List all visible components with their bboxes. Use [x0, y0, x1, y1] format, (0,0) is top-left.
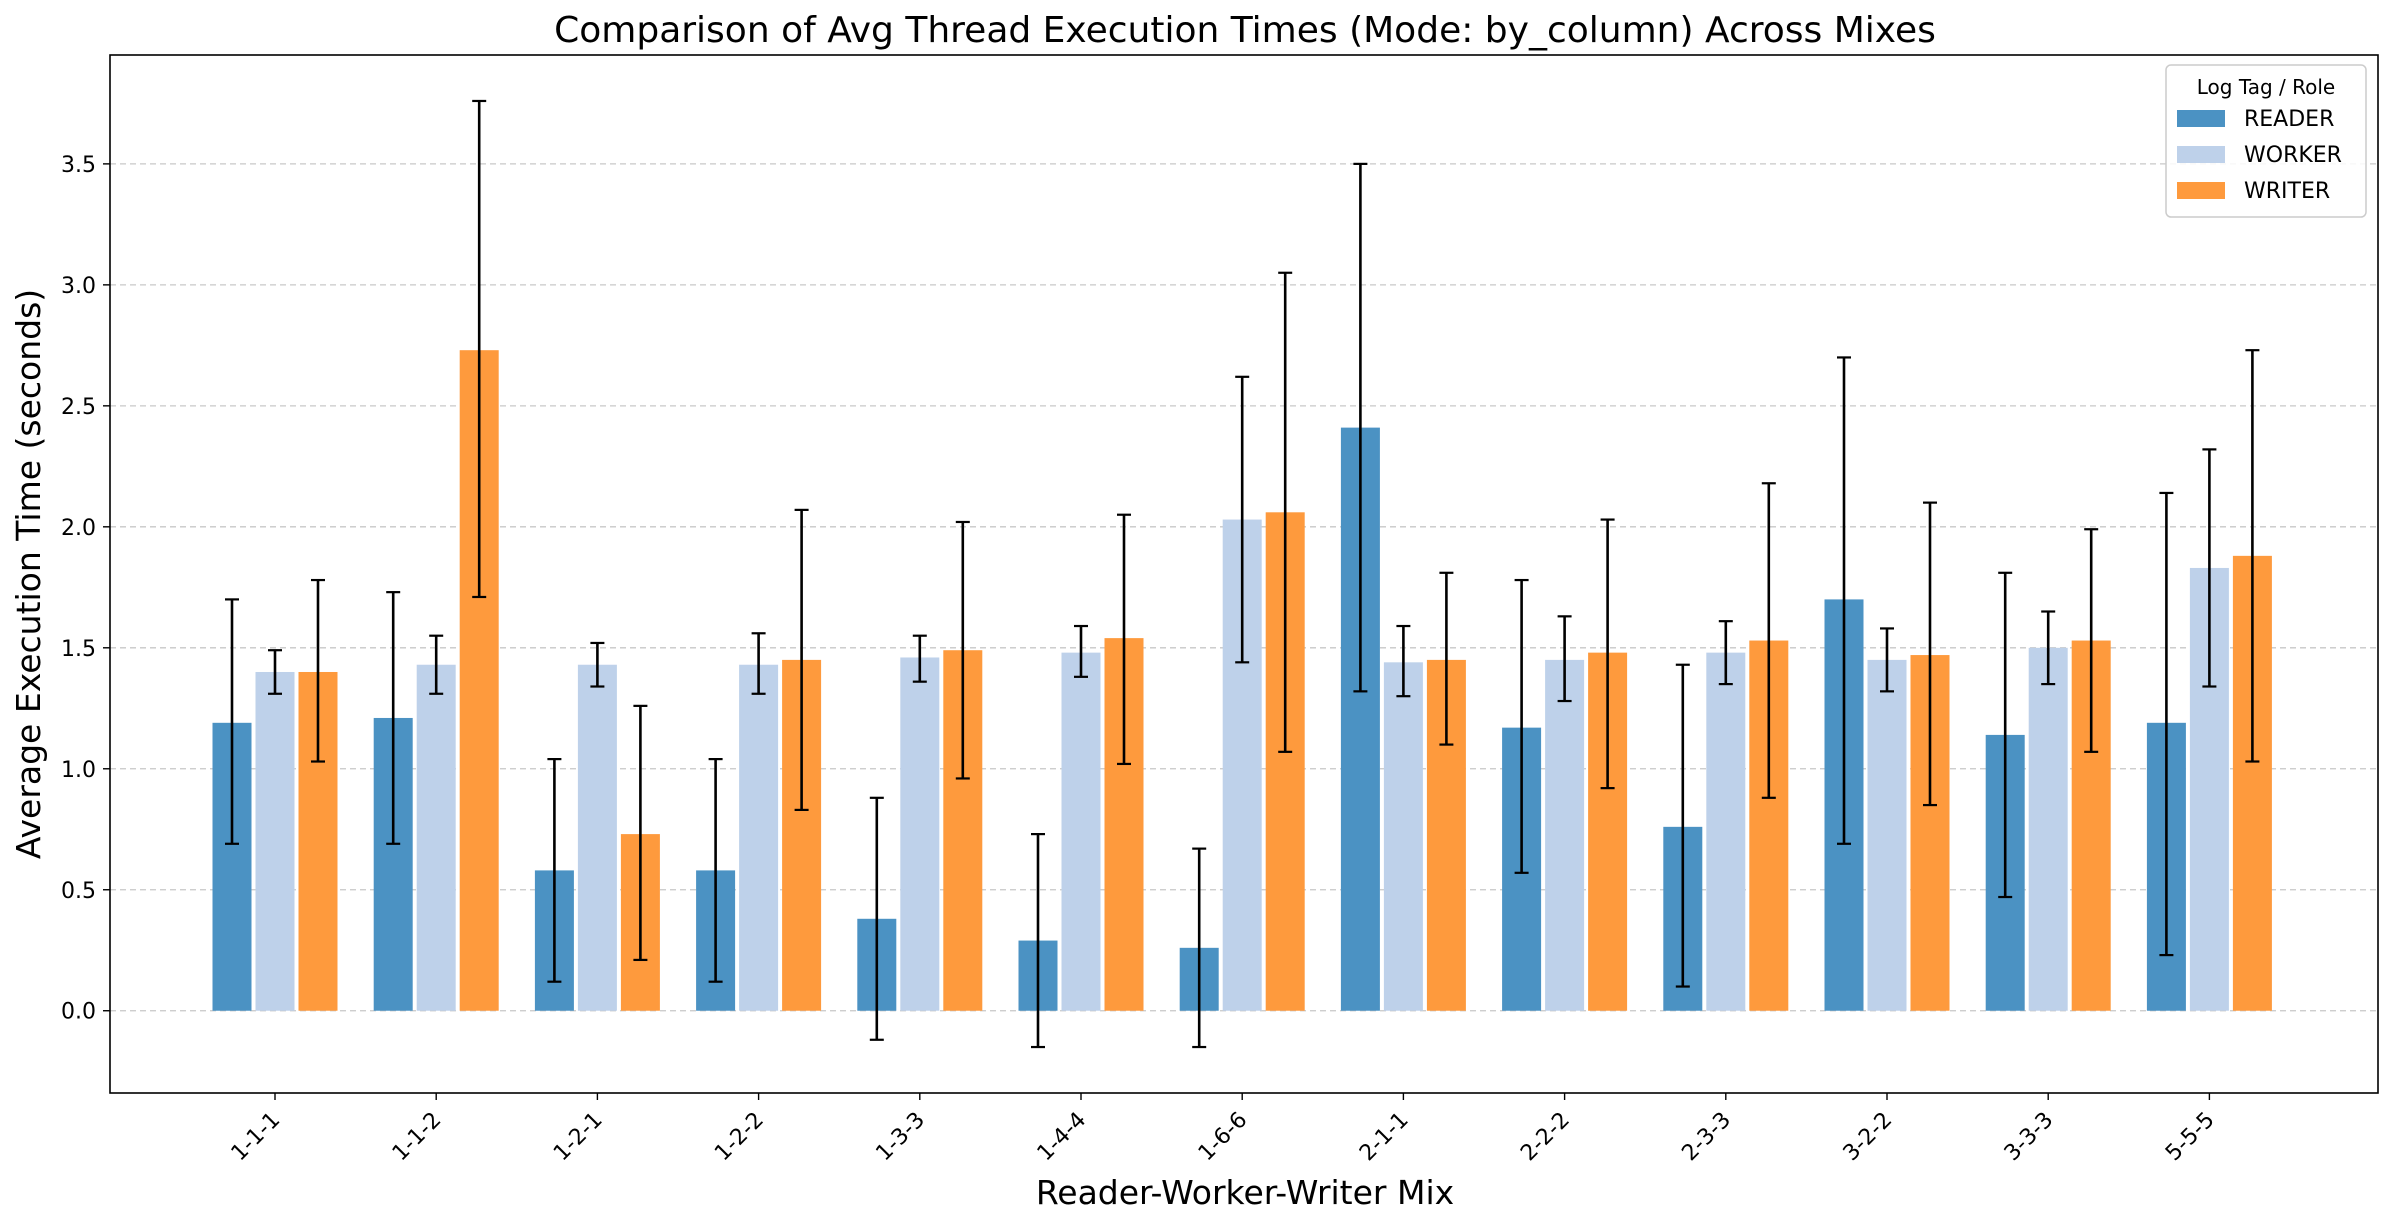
- x-axis-label: Reader-Worker-Writer Mix: [1036, 1173, 1454, 1212]
- y-tick-label: 1.0: [61, 758, 96, 783]
- x-tick-label: 1-2-2: [710, 1108, 769, 1167]
- bar-worker: [416, 664, 456, 1011]
- legend-swatch-worker: [2177, 146, 2225, 163]
- error-bars: [225, 99, 2260, 1049]
- bar-worker: [1061, 652, 1101, 1011]
- y-tick-label: 2.0: [61, 516, 96, 541]
- x-tick-label: 2-1-1: [1355, 1108, 1414, 1167]
- plot-frame: [109, 54, 2379, 1094]
- bar-worker: [2028, 647, 2068, 1011]
- y-tick-label: 3.0: [61, 274, 96, 299]
- legend-box: [2165, 64, 2367, 218]
- legend-label-writer: WRITER: [2244, 179, 2330, 204]
- y-axis-label: Average Execution Time (seconds): [9, 289, 48, 859]
- bar-worker: [1706, 652, 1746, 1011]
- x-tick-label: 5-5-5: [2161, 1108, 2220, 1167]
- x-tick-label: 3-3-3: [2000, 1108, 2059, 1167]
- y-axis-ticks: 0.0 0.5 1.0 1.5 2.0 2.5 3.0 3.5: [61, 153, 110, 1025]
- x-axis-ticks: 1-1-1 1-1-2 1-2-1 1-2-2 1-3-3 1-4-4 1-6-6 2-1-1…: [227, 1093, 2220, 1166]
- x-tick-label: 1-4-4: [1033, 1108, 1092, 1167]
- x-tick-label: 1-1-1: [227, 1108, 286, 1167]
- legend: Log Tag / Role READER WORKER WRITER: [2165, 64, 2367, 218]
- legend-title: Log Tag / Role: [2197, 75, 2336, 99]
- bar-worker: [577, 664, 617, 1011]
- bar-worker: [1383, 662, 1423, 1011]
- y-tick-label: 1.5: [61, 637, 96, 662]
- bar-worker: [1867, 659, 1907, 1011]
- bar-worker: [255, 671, 295, 1011]
- x-tick-label: 1-6-6: [1194, 1108, 1253, 1167]
- y-tick-label: 0.0: [61, 1000, 96, 1025]
- x-tick-label: 2-3-3: [1677, 1108, 1736, 1167]
- legend-label-reader: READER: [2244, 107, 2334, 132]
- x-tick-label: 2-2-2: [1516, 1108, 1575, 1167]
- x-tick-label: 1-2-1: [549, 1108, 608, 1167]
- y-tick-label: 2.5: [61, 395, 96, 420]
- bar-worker: [739, 664, 779, 1011]
- legend-swatch-writer: [2177, 182, 2225, 199]
- x-tick-label: 1-1-2: [388, 1108, 447, 1167]
- y-tick-label: 0.5: [61, 879, 96, 904]
- y-tick-label: 3.5: [61, 153, 96, 178]
- bar-worker: [900, 657, 940, 1011]
- legend-label-worker: WORKER: [2244, 143, 2342, 168]
- bar-worker: [1545, 659, 1585, 1011]
- chart-title: Comparison of Avg Thread Execution Times…: [554, 10, 1936, 51]
- legend-swatch-reader: [2177, 110, 2225, 127]
- x-tick-label: 3-2-2: [1839, 1108, 1898, 1167]
- x-tick-label: 1-3-3: [871, 1108, 930, 1167]
